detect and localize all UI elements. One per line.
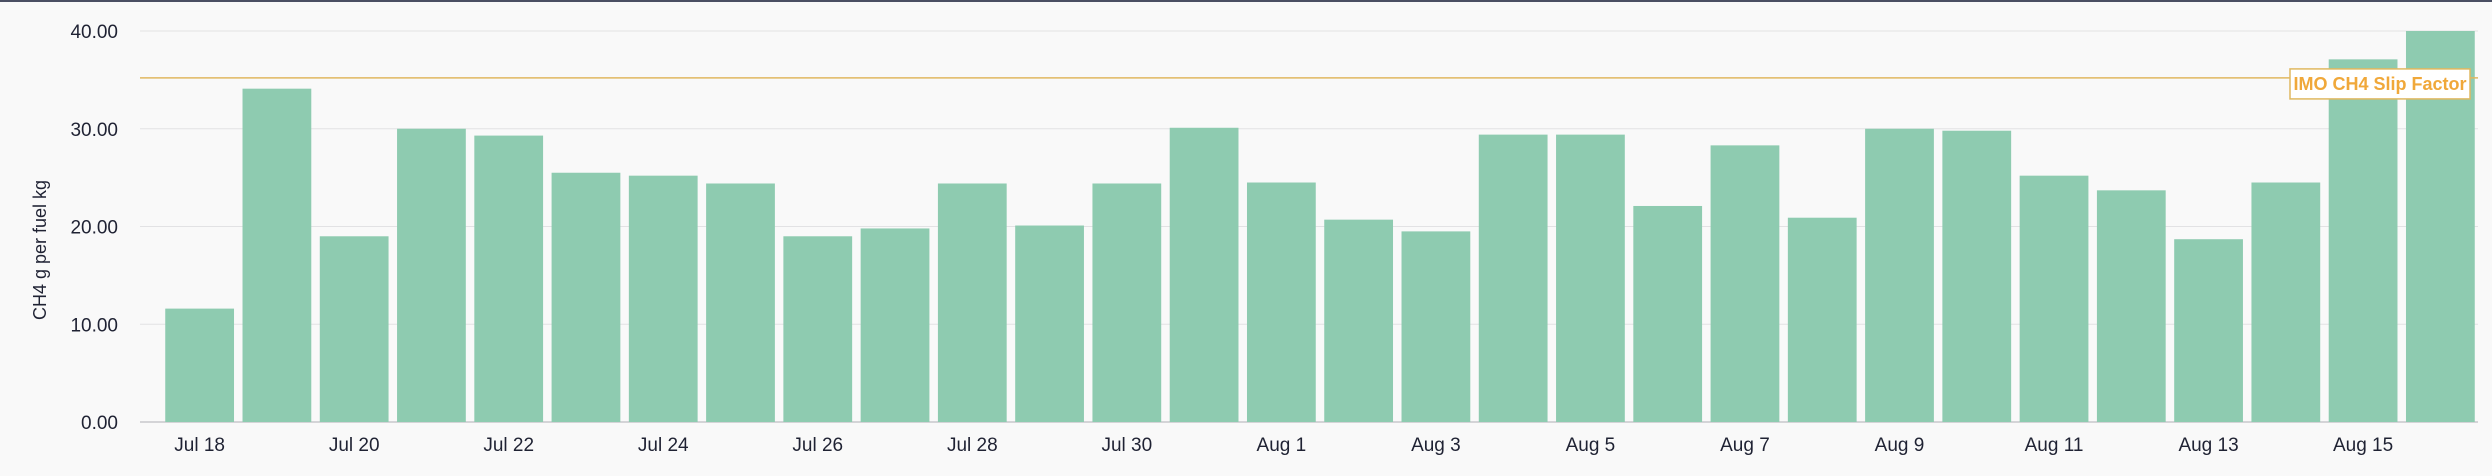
x-tick-label: Aug 9	[1875, 435, 1925, 456]
bar[interactable]	[165, 308, 235, 422]
x-tick-label: Jul 22	[483, 435, 534, 456]
bar[interactable]	[474, 135, 544, 422]
bar[interactable]	[319, 236, 389, 422]
bar[interactable]	[2174, 239, 2243, 422]
reference-line-label: IMO CH4 Slip Factor	[2293, 74, 2466, 94]
x-tick-label: Aug 11	[2025, 435, 2084, 456]
bar[interactable]	[783, 236, 853, 422]
bar[interactable]	[1633, 205, 1703, 422]
x-tick-label: Aug 5	[1566, 435, 1616, 456]
bar[interactable]	[860, 228, 930, 422]
bar[interactable]	[1787, 217, 1857, 422]
x-tick-label: Jul 20	[329, 435, 380, 456]
bar[interactable]	[242, 88, 312, 423]
bar[interactable]	[1865, 128, 1934, 422]
bar[interactable]	[2328, 59, 2398, 422]
y-tick-label: 40.00	[70, 22, 118, 43]
x-tick-label: Aug 15	[2333, 435, 2393, 456]
x-tick-label: Aug 1	[1257, 435, 1307, 456]
y-axis-title: CH4 g per fuel kg	[30, 180, 50, 320]
x-tick-label: Jul 18	[174, 435, 225, 456]
bar[interactable]	[1246, 182, 1316, 422]
bar[interactable]	[628, 175, 698, 422]
bar[interactable]	[1710, 145, 1780, 422]
bar[interactable]	[2251, 182, 2321, 422]
bar[interactable]	[937, 183, 1007, 422]
x-tick-label: Jul 24	[638, 435, 689, 456]
y-tick-label: 0.00	[81, 413, 118, 434]
bar[interactable]	[551, 172, 621, 422]
bar[interactable]	[1015, 225, 1084, 422]
bar[interactable]	[1556, 134, 1625, 423]
x-tick-label: Aug 13	[2178, 435, 2238, 456]
x-tick-label: Jul 30	[1101, 435, 1152, 456]
bar[interactable]	[1169, 127, 1239, 423]
bar[interactable]	[706, 183, 775, 422]
x-tick-label: Aug 7	[1720, 435, 1770, 456]
x-tick-label: Jul 26	[792, 435, 843, 456]
bar[interactable]	[2096, 190, 2166, 422]
bar[interactable]	[1324, 219, 1394, 422]
top-border	[0, 0, 2492, 2]
bar[interactable]	[1942, 130, 2012, 422]
y-tick-label: 20.00	[70, 218, 118, 239]
x-tick-label: Jul 28	[947, 435, 998, 456]
bar[interactable]	[1478, 134, 1548, 423]
y-tick-label: 30.00	[70, 120, 118, 141]
reference-line-label-box	[2289, 68, 2471, 100]
bar[interactable]	[1092, 183, 1162, 422]
x-tick-label: Aug 3	[1411, 435, 1461, 456]
bar[interactable]	[1401, 231, 1471, 422]
y-tick-label: 10.00	[70, 315, 118, 336]
bar[interactable]	[397, 128, 466, 422]
bar[interactable]	[2019, 175, 2089, 422]
